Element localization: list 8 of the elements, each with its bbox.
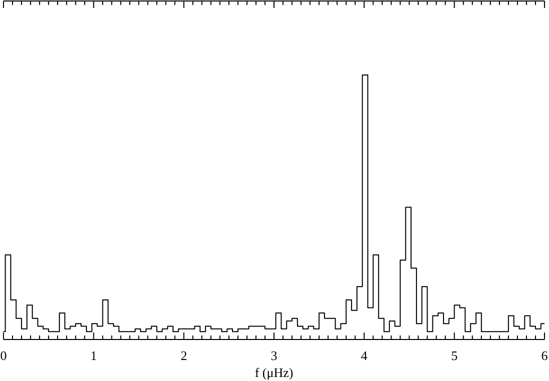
x-tick-label: 3 <box>270 348 278 363</box>
x-tick-label: 5 <box>451 348 458 363</box>
x-tick-label: 0 <box>0 348 7 363</box>
x-tick-label: 1 <box>90 348 97 363</box>
x-tick-label: 2 <box>180 348 188 363</box>
x-tick-label: 4 <box>360 348 368 363</box>
x-tick-label: 6 <box>541 348 548 363</box>
x-axis-title: f (μHz) <box>254 365 294 380</box>
